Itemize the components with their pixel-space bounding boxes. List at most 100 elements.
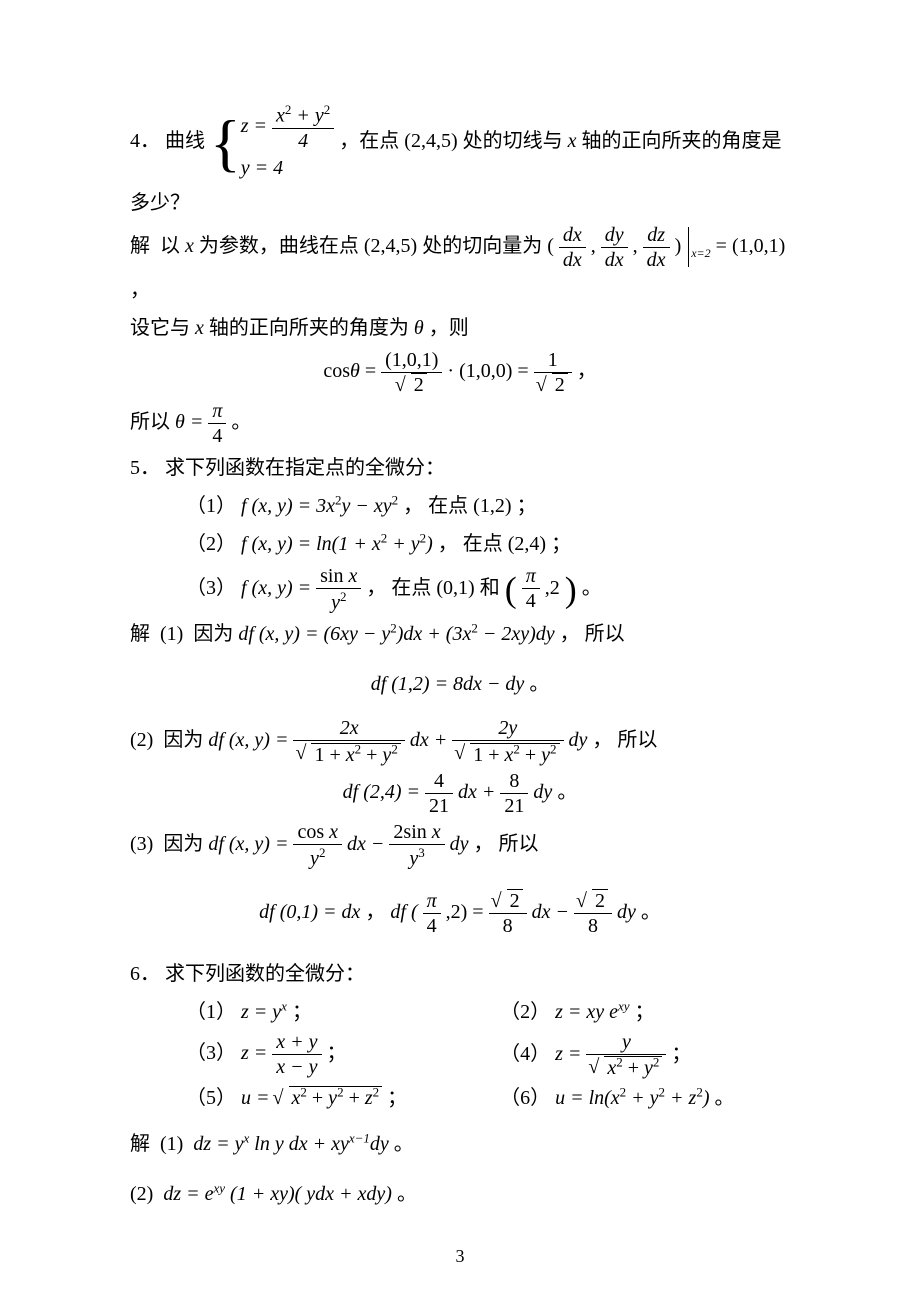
- b: ln y dx + xy: [249, 1133, 349, 1155]
- p4-sol-c: 处的切向量为: [422, 235, 542, 257]
- n: x + y: [272, 1030, 321, 1055]
- p6-sol-1: 解 (1) dz = yx ln y dx + xyx−1dy 。: [130, 1126, 790, 1162]
- r: 2: [411, 373, 427, 396]
- r: 2: [592, 889, 608, 912]
- n: π: [423, 889, 441, 914]
- p: 。: [641, 901, 661, 923]
- a: dz = e: [163, 1183, 213, 1205]
- a: u = ln(x: [555, 1087, 620, 1109]
- d: x − y: [272, 1055, 321, 1079]
- p4-sol-b: 为参数，曲线在点: [199, 235, 359, 257]
- p4-intro-d: 轴的正向所夹的角度是: [582, 130, 782, 152]
- c: ，则: [429, 317, 469, 339]
- a: 设它与: [130, 317, 190, 339]
- b: (1 + xy)( ydx + xdy): [225, 1183, 392, 1205]
- d: dx: [601, 248, 628, 272]
- n: 8: [500, 769, 528, 794]
- n: dx: [559, 223, 586, 248]
- to: (: [547, 235, 554, 257]
- p4-point: (2,4,5): [404, 130, 457, 152]
- n: dz: [643, 223, 670, 248]
- p6-row3: （5） u = x2 + y2 + z2 ； （6） u = ln(x2 + y…: [130, 1080, 790, 1116]
- lhs: u =: [241, 1087, 275, 1109]
- problem-4: 4． 曲线 { z = x2 + y2 4 y = 4 ，在点 (2,4,5) …: [130, 102, 790, 183]
- p4-intro-a: 曲线: [165, 130, 205, 152]
- n2: y: [315, 105, 324, 127]
- n: y: [586, 1030, 666, 1055]
- l: （3）: [186, 1042, 236, 1064]
- num: 6．: [130, 963, 160, 985]
- r: 2: [552, 373, 568, 396]
- l: （1）: [186, 1001, 236, 1023]
- dy: dy: [533, 781, 552, 803]
- a: f (x, y) = 3x: [241, 495, 335, 517]
- m: dx +: [458, 781, 500, 803]
- t: ；: [387, 1087, 407, 1109]
- p4-conclusion: 所以 θ = π4 。: [130, 399, 790, 448]
- l: (1): [160, 1133, 183, 1155]
- p: 。: [397, 1183, 417, 1205]
- page-number: 3: [0, 1240, 920, 1272]
- sol-label: 解: [130, 235, 150, 257]
- p5-sol-3: (3) 因为 df (x, y) = cos x y2 dx − 2sin x …: [130, 820, 790, 871]
- th: θ: [350, 360, 360, 382]
- p: 。: [529, 673, 549, 695]
- p4-xaxis: x: [568, 130, 582, 152]
- t: ， 所以: [560, 623, 625, 645]
- page: 4． 曲线 { z = x2 + y2 4 y = 4 ，在点 (2,4,5) …: [0, 0, 920, 1302]
- l: （6）: [500, 1087, 550, 1109]
- d: y: [409, 848, 418, 870]
- p5-item-3: （3） f (x, y) = sin x y2 ， 在点 (0,1) 和 ( π…: [130, 564, 790, 615]
- l: （4）: [500, 1043, 550, 1065]
- title: 求下列函数的全微分：: [165, 963, 365, 985]
- a: 因为: [163, 729, 203, 751]
- p5-sol-3-res: df (0,1) = dx ， df ( π4 ,2) = 2 8 dx − 2…: [130, 889, 790, 938]
- lbl: （3）: [186, 577, 236, 599]
- t: ， 所以: [474, 833, 539, 855]
- t: ， 在点 (1,2) ；: [403, 495, 536, 517]
- two: ,2: [545, 577, 560, 599]
- pl: +: [291, 105, 315, 127]
- d: dx: [559, 248, 586, 272]
- sys-top-lhs: z =: [241, 115, 272, 137]
- t: ；: [635, 1001, 655, 1023]
- p6-row2: （3） z = x + yx − y ； （4） z = y x2 + y2 ；: [130, 1030, 790, 1081]
- p5-sol-2: (2) 因为 df (x, y) = 2x 1 + x2 + y2 dx + 2…: [130, 716, 790, 767]
- n: 4: [425, 769, 453, 794]
- problem-6: 6． 求下列函数的全微分：: [130, 956, 790, 992]
- e: z = xy e: [555, 1001, 618, 1023]
- lhs: z =: [241, 1042, 272, 1064]
- l: (2): [130, 1183, 153, 1205]
- num: 5．: [130, 457, 160, 479]
- p4-sol-a: 以: [160, 235, 180, 257]
- d: 21: [425, 794, 453, 818]
- p5-sol-1: 解 (1) 因为 df (x, y) = (6xy − y2)dx + (3x2…: [130, 616, 790, 652]
- p5-sol-1-res: df (1,2) = 8dx − dy 。: [130, 666, 790, 702]
- a: f (x, y) = ln(1 + x: [241, 533, 381, 555]
- d: 8: [574, 914, 612, 938]
- dy: dy: [569, 729, 588, 751]
- m: ,2) =: [446, 901, 489, 923]
- r: df (1,2) = 8dx − dy: [371, 673, 525, 695]
- c: + z: [665, 1087, 696, 1109]
- t: ， 在点 (2,4) ；: [438, 533, 571, 555]
- p: 。: [394, 1133, 414, 1155]
- e2: )dx + (3x: [397, 623, 472, 645]
- p4-intro-b: ，在点: [339, 130, 399, 152]
- lhs: df (: [390, 901, 417, 923]
- p6-row1: （1） z = yx ； （2） z = xy exy ；: [130, 994, 790, 1030]
- lhs: df (x, y) =: [208, 729, 293, 751]
- l: (1): [160, 623, 183, 645]
- tc: ): [675, 235, 682, 257]
- lhs: df (2,4) =: [343, 781, 425, 803]
- d: 4: [272, 129, 334, 153]
- p: 。: [557, 781, 577, 803]
- lbl: （1）: [186, 495, 236, 517]
- a: 因为: [193, 623, 233, 645]
- p4-num: 4．: [130, 130, 160, 152]
- l: （5）: [186, 1087, 236, 1109]
- t: ，: [577, 360, 597, 382]
- ta: ， 在点 (0,1) 和: [366, 577, 499, 599]
- d: 4: [208, 424, 226, 448]
- p4-sol-point: (2,4,5): [364, 235, 417, 257]
